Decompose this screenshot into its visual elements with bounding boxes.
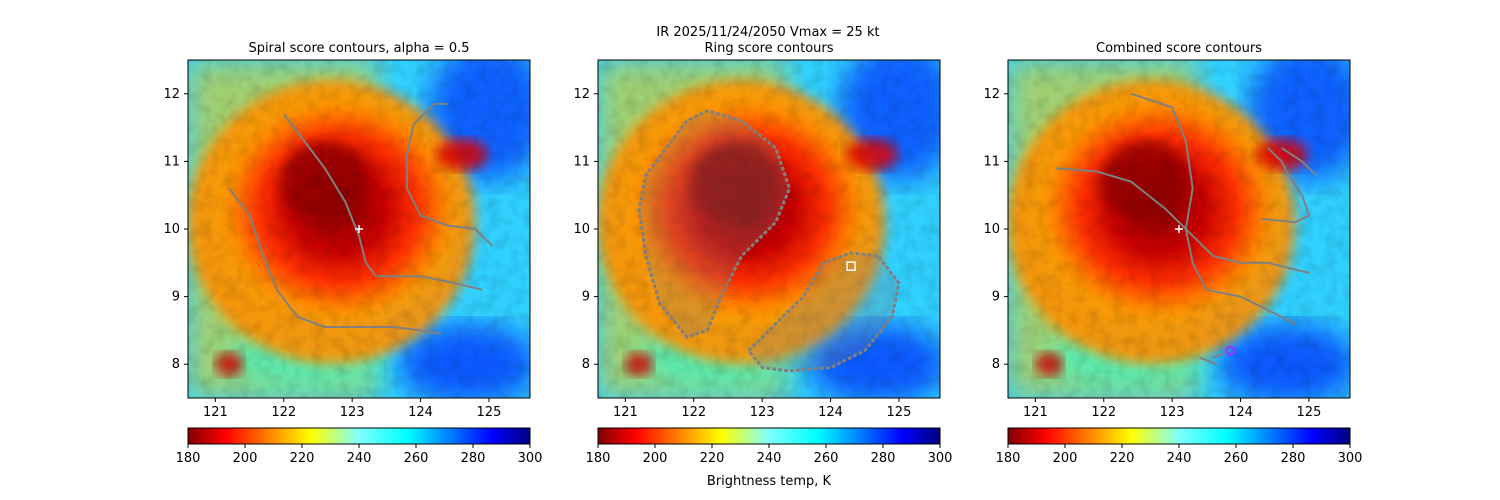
- x-tick-label: 122: [681, 405, 706, 420]
- x-tick-label: 125: [1297, 405, 1322, 420]
- colorbar-tick-label: 240: [347, 451, 372, 466]
- center-marker: [355, 225, 363, 233]
- colorbar-label: Brightness temp, K: [707, 474, 832, 489]
- y-tick-label: 11: [573, 154, 590, 169]
- colorbar-tick-label: 240: [757, 451, 782, 466]
- ring-contour-region: [637, 109, 792, 339]
- colorbar-tick-label: 220: [290, 451, 315, 466]
- colorbar-gradient: [597, 427, 941, 445]
- y-tick-label: 12: [573, 87, 590, 102]
- y-tick-label: 8: [582, 357, 590, 372]
- y-tick-label: 9: [992, 290, 1000, 305]
- y-tick-label: 12: [983, 87, 1000, 102]
- x-tick-label: 124: [408, 405, 433, 420]
- colorbar: 180 200 220 240 260 280 300: [586, 427, 953, 466]
- x-tick-label: 125: [477, 405, 502, 420]
- score-contour: [1130, 92, 1296, 325]
- score-contour: [1055, 167, 1310, 274]
- colorbar-tick-label: 260: [404, 451, 429, 466]
- colorbar-tick-label: 180: [586, 451, 611, 466]
- center-marker: [1175, 225, 1183, 233]
- y-tick-label: 8: [992, 357, 1000, 372]
- x-tick-label: 124: [1228, 405, 1253, 420]
- y-tick-label: 12: [163, 87, 180, 102]
- score-contour: [1199, 356, 1217, 366]
- x-tick-label: 122: [271, 405, 296, 420]
- colorbar-tick-label: 280: [1281, 451, 1306, 466]
- colorbar-tick-label: 180: [176, 451, 201, 466]
- score-contour: [283, 113, 483, 291]
- ir-field: [598, 60, 940, 398]
- ring-center-marker: [846, 261, 856, 271]
- y-tick-label: 10: [163, 222, 180, 237]
- ir-field: [1008, 60, 1350, 398]
- x-tick-label: 125: [887, 405, 912, 420]
- colorbar-tick-label: 260: [814, 451, 839, 466]
- x-tick-label: 123: [340, 405, 365, 420]
- x-tick-label: 123: [750, 405, 775, 420]
- y-tick-label: 9: [582, 290, 590, 305]
- panel-2: Ring score contours 121 122 123 124 125 8 9 10 11…: [573, 41, 953, 466]
- y-tick-label: 9: [172, 290, 180, 305]
- colorbar-tick-label: 200: [643, 451, 668, 466]
- x-tick-label: 123: [1160, 405, 1185, 420]
- y-tick-label: 10: [983, 222, 1000, 237]
- colorbar-tick-label: 300: [928, 451, 953, 466]
- score-contour: [1212, 353, 1224, 359]
- ring-contour-fill: [639, 110, 790, 338]
- y-tick-label: 8: [172, 357, 180, 372]
- x-tick-label: 121: [613, 405, 638, 420]
- colorbar-tick-label: 300: [1338, 451, 1363, 466]
- combined-center-marker: [1225, 345, 1236, 356]
- ir-field: [188, 60, 530, 398]
- score-contour: [1261, 147, 1311, 224]
- colorbar-tick-label: 280: [461, 451, 486, 466]
- panel-title: Combined score contours: [1096, 41, 1262, 56]
- score-contour: [1281, 147, 1317, 176]
- ring-contour-fill: [748, 252, 899, 371]
- colorbar-tick-label: 300: [518, 451, 543, 466]
- ring-contour-region: [746, 251, 901, 373]
- colorbar-tick-label: 180: [996, 451, 1021, 466]
- y-tick-label: 10: [573, 222, 590, 237]
- colorbar-tick-label: 220: [700, 451, 725, 466]
- colorbar-tick-label: 280: [871, 451, 896, 466]
- figure-suptitle: IR 2025/11/24/2050 Vmax = 25 kt: [656, 25, 879, 40]
- panel-3: Combined score contours 121 122 123 124 125 8 9…: [983, 41, 1363, 466]
- colorbar: 180 200 220 240 260 280 300: [176, 427, 543, 466]
- x-tick-label: 121: [203, 405, 228, 420]
- x-tick-label: 124: [818, 405, 843, 420]
- colorbar-tick-label: 260: [1224, 451, 1249, 466]
- score-contour: [228, 187, 442, 335]
- colorbar-tick-label: 220: [1110, 451, 1135, 466]
- colorbar: 180 200 220 240 260 280 300: [996, 427, 1363, 466]
- x-tick-label: 122: [1091, 405, 1116, 420]
- panel-title: Ring score contours: [704, 41, 833, 56]
- colorbar-tick-label: 200: [233, 451, 258, 466]
- y-tick-label: 11: [983, 154, 1000, 169]
- y-tick-label: 11: [163, 154, 180, 169]
- x-tick-label: 121: [1023, 405, 1048, 420]
- colorbar-tick-label: 240: [1167, 451, 1192, 466]
- score-contour: [405, 102, 494, 247]
- panel-title: Spiral score contours, alpha = 0.5: [248, 41, 469, 56]
- colorbar-gradient: [1007, 427, 1351, 445]
- colorbar-gradient: [187, 427, 531, 445]
- colorbar-tick-label: 200: [1053, 451, 1078, 466]
